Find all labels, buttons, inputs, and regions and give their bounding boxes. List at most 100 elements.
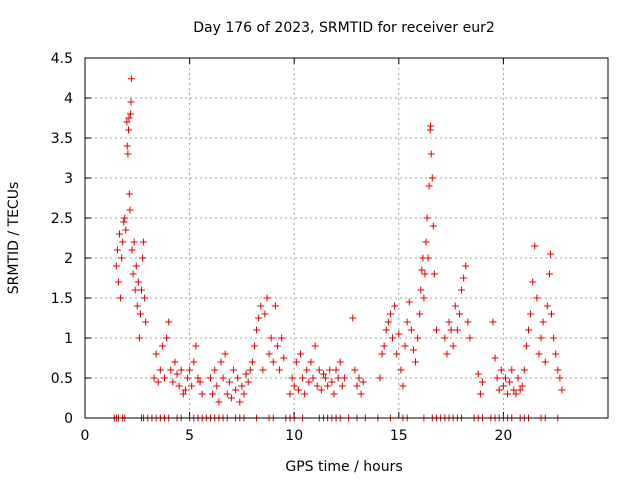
x-tick-label: 5 bbox=[185, 428, 194, 444]
data-point bbox=[253, 326, 261, 334]
data-point bbox=[124, 150, 132, 158]
data-point bbox=[552, 350, 560, 358]
data-point bbox=[238, 382, 246, 390]
chart-title: Day 176 of 2023, SRMTID for receiver eur… bbox=[193, 20, 495, 36]
data-point bbox=[506, 378, 514, 386]
data-point bbox=[418, 266, 426, 274]
data-point bbox=[125, 114, 133, 122]
y-tick-label: 0.5 bbox=[51, 371, 73, 387]
data-point bbox=[278, 334, 286, 342]
data-point bbox=[190, 358, 198, 366]
data-point bbox=[175, 382, 183, 390]
data-point bbox=[271, 302, 279, 310]
data-point bbox=[531, 242, 539, 250]
data-point bbox=[462, 262, 470, 270]
data-point bbox=[535, 350, 543, 358]
y-tick-label: 2.5 bbox=[51, 211, 73, 227]
data-point bbox=[319, 370, 327, 378]
data-point bbox=[522, 342, 530, 350]
data-point bbox=[259, 366, 267, 374]
data-point bbox=[263, 294, 271, 302]
data-point bbox=[460, 274, 468, 282]
x-tick-label: 10 bbox=[285, 428, 303, 444]
data-point bbox=[493, 374, 501, 382]
data-point bbox=[403, 318, 411, 326]
data-point bbox=[119, 238, 127, 246]
y-tick-label: 1 bbox=[64, 331, 73, 347]
data-point bbox=[167, 366, 175, 374]
data-point bbox=[128, 246, 136, 254]
data-point bbox=[267, 334, 275, 342]
data-point bbox=[537, 334, 545, 342]
data-point bbox=[156, 366, 164, 374]
data-point bbox=[491, 354, 499, 362]
data-point bbox=[186, 366, 194, 374]
data-point bbox=[407, 326, 415, 334]
data-point bbox=[127, 75, 135, 83]
data-point bbox=[265, 350, 273, 358]
data-point bbox=[296, 350, 304, 358]
data-point bbox=[416, 310, 424, 318]
data-point bbox=[188, 382, 196, 390]
data-point bbox=[520, 366, 528, 374]
data-point bbox=[338, 382, 346, 390]
data-point bbox=[269, 358, 277, 366]
y-tick-label: 0 bbox=[64, 411, 73, 427]
data-point bbox=[130, 238, 138, 246]
data-point bbox=[152, 350, 160, 358]
data-point bbox=[336, 358, 344, 366]
data-point bbox=[127, 110, 135, 118]
data-point bbox=[391, 302, 399, 310]
data-point bbox=[261, 310, 269, 318]
data-point bbox=[478, 378, 486, 386]
data-point bbox=[242, 370, 250, 378]
data-point bbox=[179, 390, 187, 398]
data-point bbox=[114, 278, 122, 286]
data-point bbox=[240, 390, 248, 398]
x-tick-label: 15 bbox=[390, 428, 408, 444]
data-point bbox=[395, 330, 403, 338]
data-point bbox=[154, 378, 162, 386]
data-point bbox=[539, 318, 547, 326]
data-point bbox=[405, 298, 413, 306]
data-point bbox=[357, 390, 365, 398]
data-point bbox=[455, 310, 463, 318]
y-tick-label: 4.5 bbox=[51, 51, 73, 67]
data-point bbox=[432, 326, 440, 334]
data-point bbox=[246, 366, 254, 374]
data-point bbox=[349, 314, 357, 322]
data-point bbox=[129, 270, 137, 278]
data-point bbox=[359, 378, 367, 386]
data-point bbox=[173, 370, 181, 378]
data-point bbox=[234, 374, 242, 382]
data-point bbox=[116, 230, 124, 238]
data-point bbox=[315, 366, 323, 374]
data-point bbox=[288, 374, 296, 382]
data-point bbox=[163, 334, 171, 342]
y-axis-label: SRMTID / TECUs bbox=[6, 182, 22, 295]
data-point bbox=[248, 358, 256, 366]
data-markers bbox=[110, 75, 566, 422]
data-point bbox=[290, 382, 298, 390]
data-point bbox=[330, 390, 338, 398]
data-point bbox=[305, 378, 313, 386]
data-point bbox=[543, 302, 551, 310]
data-point bbox=[221, 350, 229, 358]
data-point bbox=[340, 374, 348, 382]
data-point bbox=[453, 326, 461, 334]
data-point bbox=[303, 366, 311, 374]
data-point bbox=[236, 398, 244, 406]
data-point bbox=[217, 358, 225, 366]
data-point bbox=[474, 370, 482, 378]
data-point bbox=[533, 294, 541, 302]
data-point bbox=[309, 374, 317, 382]
data-point bbox=[207, 374, 215, 382]
data-point bbox=[198, 390, 206, 398]
data-point bbox=[550, 334, 558, 342]
data-point bbox=[257, 302, 265, 310]
data-point bbox=[476, 390, 484, 398]
x-axis-label: GPS time / hours bbox=[285, 459, 402, 475]
plot-frame bbox=[84, 57, 609, 419]
data-point bbox=[499, 382, 507, 390]
